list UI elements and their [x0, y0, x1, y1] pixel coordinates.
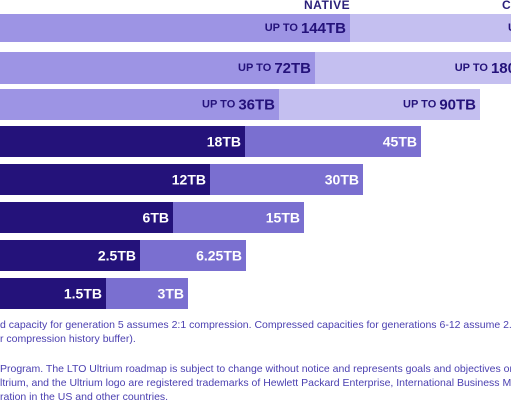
bar-native [0, 278, 106, 309]
label-compressed: 3TB [158, 286, 184, 302]
label-native: 6TB [143, 210, 169, 226]
label-compressed: UP TO 90TB [403, 96, 476, 113]
bar-native [0, 202, 173, 233]
bar-compressed [350, 14, 511, 42]
label-compressed: 6.25TB [196, 248, 242, 264]
footnote-line: Program. The LTO Ultrium roadmap is subj… [0, 363, 511, 375]
capacity-bar-chart: UP TO 144TB U UP TO 72TB UP TO 180 UP TO 36T… [0, 14, 511, 309]
footnote-line: d capacity for generation 5 assumes 2:1 … [0, 319, 511, 331]
label-native: UP TO 144TB [265, 20, 346, 37]
label-native: 18TB [207, 134, 241, 150]
legend-native: NATIVE [304, 0, 351, 12]
bar-native [0, 240, 140, 271]
label-native: 12TB [172, 172, 206, 188]
label-compressed: UP TO 180 [455, 60, 511, 77]
bar-native [0, 52, 315, 84]
label-compressed: 45TB [383, 134, 417, 150]
legend-header: NATIVE C [0, 0, 511, 14]
footnote-line: r compression history buffer). [0, 333, 136, 345]
bar-native [0, 89, 279, 120]
footnotes: d capacity for generation 5 assumes 2:1 … [0, 318, 511, 404]
label-native: 2.5TB [98, 248, 136, 264]
footnote-line: ltrium, and the Ultrium logo are registe… [0, 377, 511, 389]
label-compressed: 30TB [325, 172, 359, 188]
label-native: UP TO 36TB [202, 96, 275, 113]
bar-compressed [245, 126, 421, 157]
label-compressed: U [508, 22, 511, 34]
bar-native [0, 14, 350, 42]
bar-compressed [173, 202, 304, 233]
bar-compressed [106, 278, 188, 309]
bar-compressed [279, 89, 480, 120]
footnote-line: ration in the US and other countries. [0, 391, 169, 403]
bar-native [0, 164, 210, 195]
label-compressed: 15TB [266, 210, 300, 226]
bar-compressed [140, 240, 246, 271]
label-native: UP TO 72TB [238, 60, 311, 77]
bar-native [0, 126, 245, 157]
bar-compressed [315, 52, 511, 84]
bar-compressed [210, 164, 363, 195]
legend-compressed: C [502, 0, 511, 12]
label-native: 1.5TB [64, 286, 102, 302]
